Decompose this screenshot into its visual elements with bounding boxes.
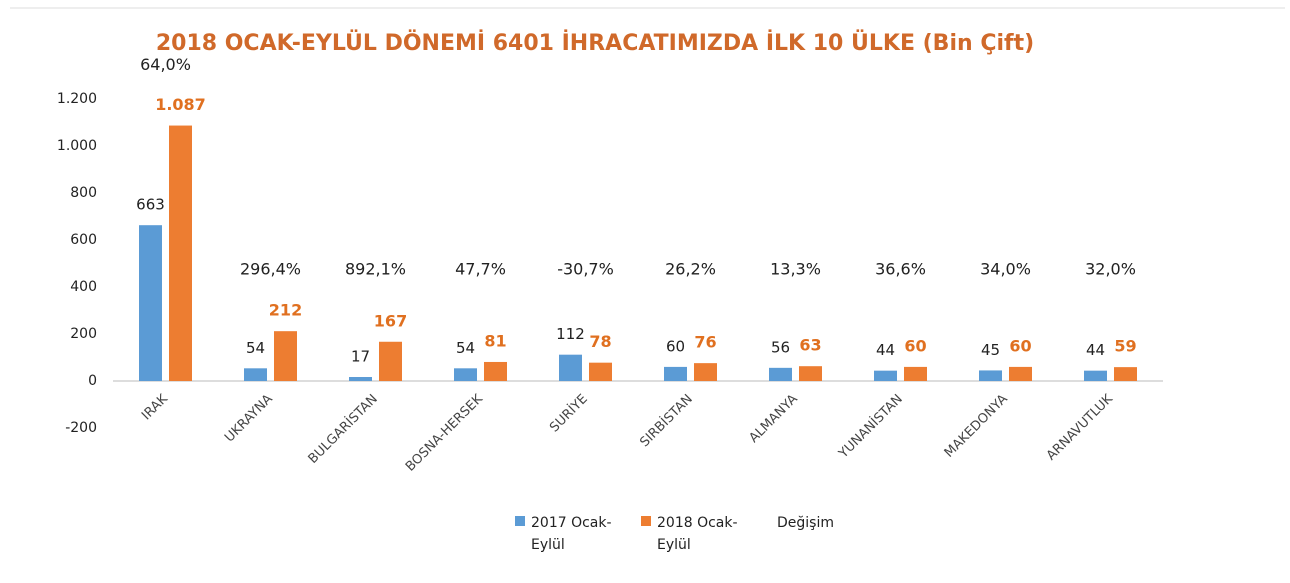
legend: 2017 Ocak-Eylül 2018 Ocak-Eylül Değişim	[515, 512, 887, 556]
bar	[169, 125, 192, 382]
data-label: 1.087	[155, 95, 206, 114]
data-label: 663	[136, 196, 165, 214]
bar	[694, 363, 717, 381]
change-label: 47,7%	[455, 260, 506, 279]
data-label: 17	[351, 348, 370, 366]
x-tick-label: BULGARİSTAN	[305, 391, 381, 467]
x-tick-label: SURİYE	[546, 391, 590, 435]
bar	[484, 361, 507, 381]
bar	[1114, 367, 1137, 381]
bar	[379, 341, 402, 381]
data-label: 112	[556, 325, 585, 343]
data-label: 81	[484, 331, 506, 350]
change-label: 36,6%	[875, 260, 926, 279]
change-label: 13,3%	[770, 260, 821, 279]
data-label: 76	[694, 333, 716, 352]
y-tick-label: 1.000	[57, 138, 97, 154]
change-label: 32,0%	[1085, 260, 1136, 279]
x-tick-label: ALMANYA	[746, 392, 800, 446]
y-tick-label: 200	[70, 326, 97, 342]
x-tick-label: SIRBİSTAN	[637, 391, 696, 450]
bar	[1084, 370, 1107, 381]
bar	[274, 331, 297, 381]
change-label: 892,1%	[345, 260, 406, 279]
change-label: 26,2%	[665, 260, 716, 279]
bar	[904, 366, 927, 381]
x-tick-label: YUNANİSTAN	[835, 391, 906, 462]
legend-swatch	[641, 516, 651, 526]
bar	[1009, 366, 1032, 381]
legend-swatch	[515, 516, 525, 526]
data-label: 63	[799, 336, 821, 355]
y-tick-label: 400	[70, 279, 97, 295]
data-label: 59	[1114, 337, 1136, 356]
data-label: 60	[666, 337, 685, 355]
bar	[664, 366, 687, 381]
bar	[349, 377, 372, 381]
data-label: 167	[374, 311, 407, 330]
legend-item: Değişim	[777, 512, 867, 556]
y-tick-label: 800	[70, 185, 97, 201]
bar	[979, 370, 1002, 381]
bar	[454, 368, 477, 381]
change-label: 34,0%	[980, 260, 1031, 279]
bar	[769, 367, 792, 381]
change-label: 64,0%	[140, 55, 191, 74]
data-label: 54	[456, 339, 475, 357]
y-tick-label: -200	[65, 420, 97, 436]
legend-item: 2018 Ocak-Eylül	[641, 512, 747, 556]
data-label: 45	[981, 341, 1000, 359]
legend-label: Değişim	[777, 515, 834, 531]
data-label: 54	[246, 339, 265, 357]
legend-label: 2017 Ocak-Eylül	[531, 515, 612, 553]
data-label: 60	[1009, 336, 1031, 355]
data-label: 44	[876, 341, 895, 359]
data-label: 212	[269, 301, 302, 320]
y-tick-label: 1.200	[57, 91, 97, 107]
bar	[589, 362, 612, 381]
x-tick-label: IRAK	[139, 391, 171, 423]
y-tick-label: 600	[70, 232, 97, 248]
bar	[244, 368, 267, 381]
bar	[139, 225, 162, 381]
chart-title: 2018 OCAK-EYLÜL DÖNEMİ 6401 İHRACATIMIZD…	[156, 30, 1034, 56]
data-label: 44	[1086, 341, 1105, 359]
legend-item: 2017 Ocak-Eylül	[515, 512, 621, 556]
bar	[559, 354, 582, 381]
x-tick-label: ARNAVUTLUK	[1044, 391, 1116, 463]
data-label: 56	[771, 338, 790, 356]
change-label: -30,7%	[557, 260, 614, 279]
legend-label: 2018 Ocak-Eylül	[657, 515, 738, 553]
bar	[799, 366, 822, 381]
x-tick-label: UKRAYNA	[222, 392, 276, 446]
change-label: 296,4%	[240, 260, 301, 279]
data-label: 60	[904, 336, 926, 355]
bar	[874, 370, 897, 381]
data-label: 78	[589, 332, 611, 351]
y-tick-label: 0	[88, 373, 97, 389]
x-tick-label: BOSNA-HERSEK	[403, 391, 486, 474]
x-tick-label: MAKEDONYA	[942, 392, 1011, 461]
